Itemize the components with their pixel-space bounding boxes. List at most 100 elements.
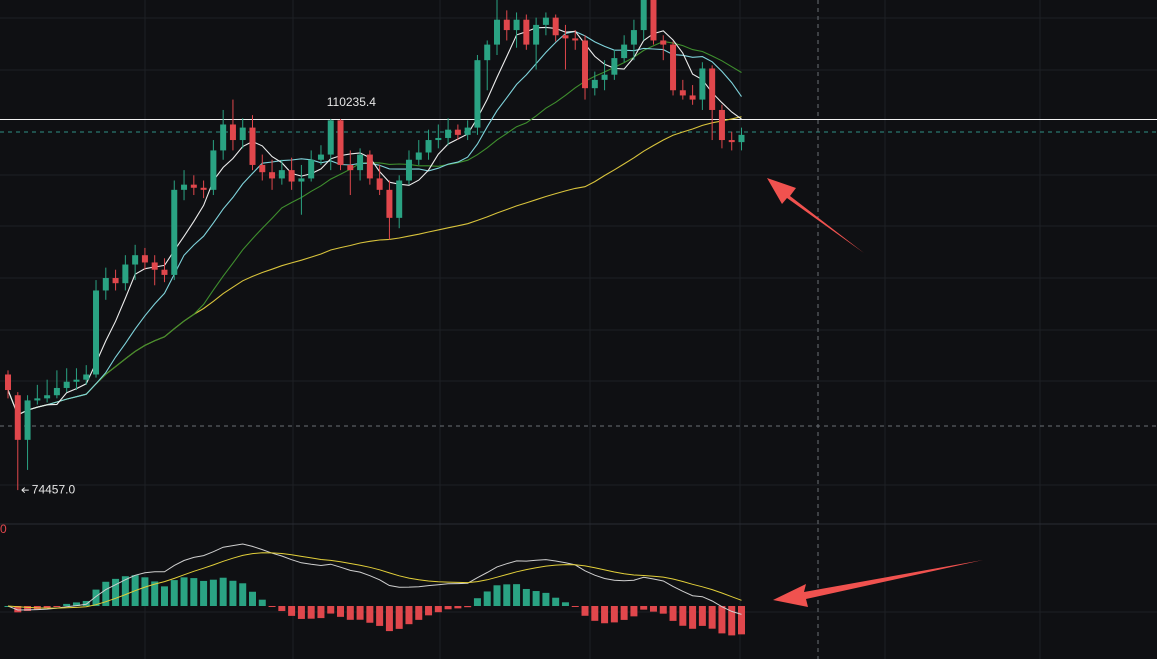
candle-body	[190, 184, 197, 188]
candle-body	[376, 178, 383, 190]
arrow-left	[773, 560, 983, 607]
macd-bar	[268, 606, 276, 607]
macd-bar	[317, 606, 325, 619]
macd-label: 0	[0, 522, 7, 536]
candle-body	[239, 127, 246, 141]
macd-bar	[327, 606, 335, 614]
macd-bar	[376, 606, 384, 626]
macd-bar	[14, 606, 22, 613]
macd-bar	[610, 606, 618, 623]
macd-bar	[620, 606, 628, 620]
macd-bar	[121, 576, 129, 606]
macd-bar	[738, 606, 745, 635]
candle-body	[542, 17, 549, 25]
candle-body	[93, 290, 100, 375]
macd-dif-line	[7, 543, 742, 615]
candle-body	[83, 374, 90, 380]
candle-body	[171, 189, 178, 275]
arrows	[767, 178, 983, 607]
candle-body	[366, 154, 373, 179]
candle-body	[151, 262, 158, 270]
macd-bar	[151, 581, 159, 606]
candle-body	[582, 40, 589, 89]
macd-bar	[385, 606, 393, 632]
candle-body	[112, 278, 119, 284]
candle-body	[591, 79, 598, 89]
macd-bar	[82, 600, 90, 606]
candle-body	[640, 0, 647, 31]
macd-bar	[297, 606, 305, 619]
macd-bar	[415, 606, 423, 620]
candle-body	[435, 137, 442, 141]
macd-bar	[219, 577, 227, 606]
macd-bar	[72, 602, 80, 606]
macd-bar	[493, 585, 501, 606]
candle-body	[24, 400, 31, 440]
macd-bar	[258, 599, 266, 606]
candle-body	[132, 255, 139, 265]
candle-body	[102, 278, 109, 291]
candle-body	[278, 170, 285, 179]
macd-bar	[669, 606, 677, 621]
candle-body	[220, 124, 227, 151]
macd-bar	[454, 606, 462, 609]
macd-bar	[630, 606, 638, 617]
candle-body	[386, 189, 393, 218]
macd-bar	[356, 606, 364, 620]
macd-bar	[679, 606, 687, 626]
ma-line	[7, 26, 742, 416]
candle-body	[650, 0, 657, 41]
macd-bar	[425, 606, 433, 616]
macd-bar	[444, 606, 452, 610]
macd-bar	[659, 606, 667, 614]
candle-body	[425, 140, 432, 153]
macd-bar	[209, 579, 217, 606]
candle-body	[728, 140, 735, 143]
candle-body	[445, 129, 452, 138]
candle-body	[34, 398, 41, 401]
candle-body	[210, 150, 217, 190]
macd-bar	[464, 606, 472, 608]
candle-body	[670, 44, 677, 91]
macd-bar	[542, 592, 550, 606]
macd-bar	[434, 606, 442, 613]
macd-bar	[190, 578, 198, 606]
macd-bar	[200, 580, 208, 606]
macd-bar	[552, 597, 560, 606]
price-panel	[5, 0, 745, 491]
macd-dea-line	[7, 552, 742, 609]
candle-body	[709, 68, 716, 110]
macd-bar	[180, 577, 188, 606]
candle-body	[5, 374, 11, 391]
candle-body	[44, 395, 51, 399]
candle-body	[533, 24, 540, 45]
macd-bar	[532, 591, 540, 606]
macd-bar	[141, 577, 149, 606]
candle-body	[357, 154, 364, 171]
candle-body	[122, 264, 129, 284]
candle-body	[337, 120, 344, 165]
macd-bar	[307, 606, 315, 619]
macd-bar	[112, 578, 120, 606]
macd-bar	[337, 606, 345, 617]
candle-body	[229, 124, 236, 141]
candle-body	[347, 164, 354, 171]
candle-body	[523, 19, 530, 45]
macd-bar	[581, 606, 589, 616]
macd-bar	[346, 606, 354, 620]
candle-body	[718, 109, 725, 141]
macd-panel	[4, 543, 745, 636]
macd-bar	[483, 591, 491, 606]
high-label: 110235.4	[327, 95, 376, 109]
macd-bar	[708, 606, 716, 629]
candle-body	[181, 184, 188, 190]
macd-bar	[571, 606, 579, 607]
candle-body	[298, 178, 305, 182]
candle-body	[405, 159, 412, 181]
candle-body	[53, 387, 60, 396]
candle-body	[611, 58, 618, 75]
macd-bar	[649, 606, 657, 612]
candle-body	[317, 154, 324, 160]
macd-bar	[249, 591, 256, 606]
